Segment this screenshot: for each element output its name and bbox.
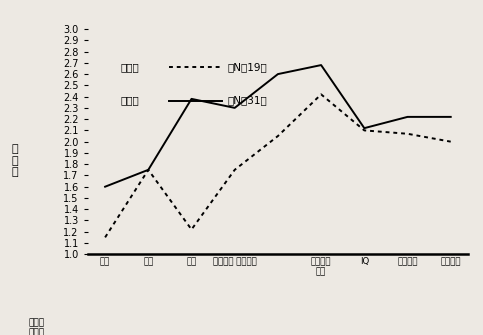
Text: （N＝31）: （N＝31） xyxy=(227,95,267,106)
Text: 成功群: 成功群 xyxy=(121,62,140,72)
Text: （N＝19）: （N＝19） xyxy=(227,62,267,72)
Text: 失敗群: 失敗群 xyxy=(121,95,140,106)
Text: 個人別
諸要因: 個人別 諸要因 xyxy=(28,318,44,335)
Text: 平
均
点: 平 均 点 xyxy=(11,144,18,178)
